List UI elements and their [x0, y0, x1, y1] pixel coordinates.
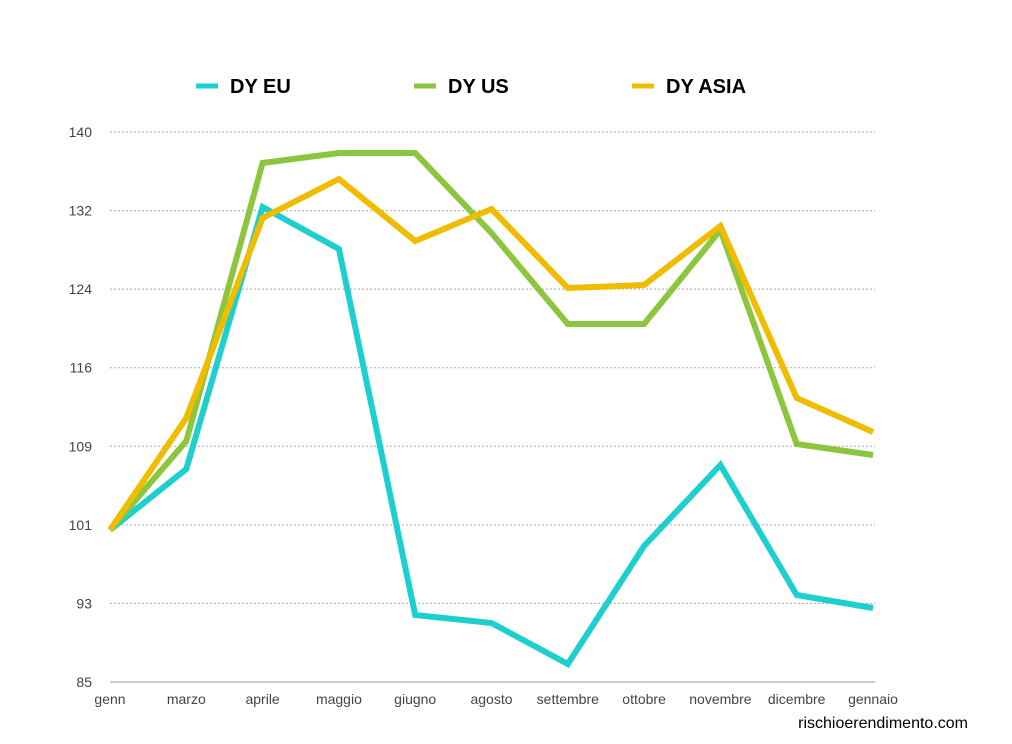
y-tick-label: 109 [69, 438, 93, 454]
series-line-dy-eu [108, 202, 874, 668]
legend-label: DY US [448, 76, 509, 98]
x-tick-label: aprile [245, 691, 279, 707]
y-tick-label: 101 [69, 517, 93, 533]
legend-label: DY EU [230, 76, 291, 98]
x-tick-label: settembre [537, 691, 599, 707]
y-tick-label: 93 [76, 595, 92, 611]
x-tick-label: maggio [316, 691, 362, 707]
y-tick-label: 124 [69, 281, 93, 297]
y-tick-label: 116 [70, 360, 93, 376]
y-tick-label: 140 [69, 124, 93, 140]
y-tick-label: 132 [69, 203, 93, 219]
x-tick-label: genn [94, 691, 125, 707]
legend-label: DY ASIA [666, 76, 746, 98]
x-tick-label: gennaio [848, 691, 898, 707]
x-tick-label: ottobre [622, 691, 666, 707]
x-tick-label: giugno [394, 691, 436, 707]
x-tick-label: agosto [470, 691, 512, 707]
x-tick-label: marzo [167, 691, 206, 707]
y-tick-label: 85 [76, 674, 92, 690]
x-tick-label: dicembre [768, 691, 826, 707]
credit-text: rischioerendimento.com [798, 715, 968, 732]
x-tick-label: novembre [689, 691, 751, 707]
